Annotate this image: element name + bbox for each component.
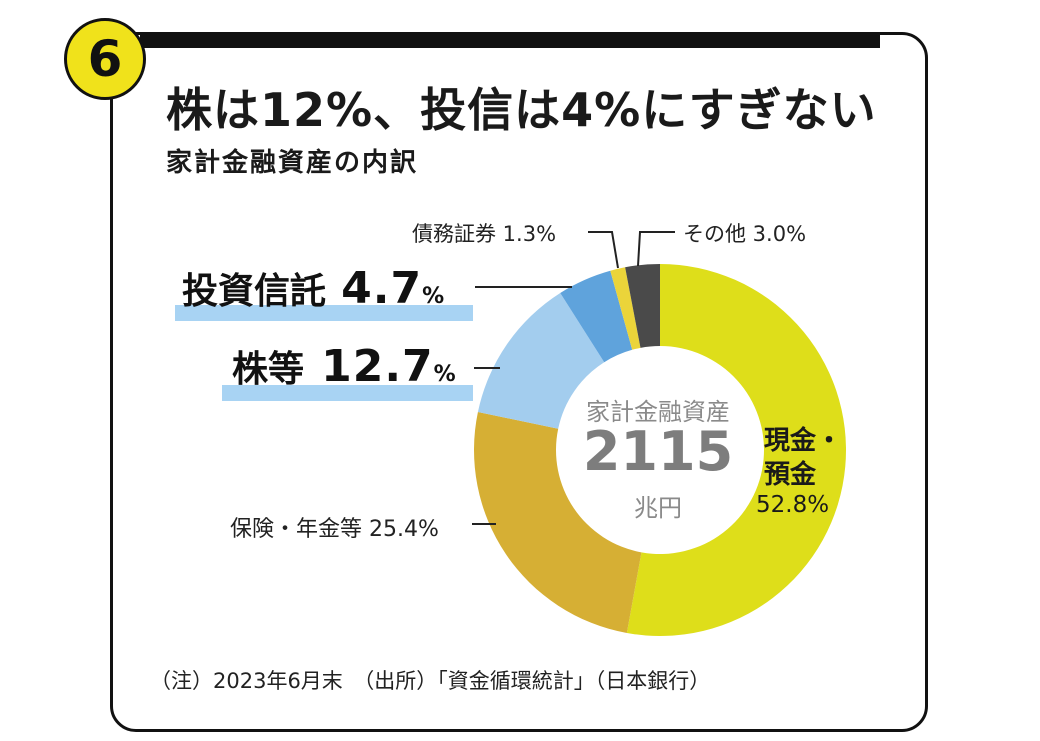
source-note: （注）2023年6月末 （出所）「資金循環統計」（日本銀行） — [150, 669, 711, 693]
label-cash-line1: 現金・ — [764, 426, 843, 456]
center-total-value: 2115 — [582, 420, 734, 483]
chart-subtitle: 家計金融資産の内訳 — [166, 148, 419, 178]
center-label: 家計金融資産 — [586, 398, 730, 426]
header-bar — [140, 32, 880, 48]
leader-line-bonds — [588, 231, 619, 269]
label-insurance: 保険・年金等 25.4% — [230, 517, 439, 542]
label-trusts-value: 4.7 — [341, 263, 423, 314]
label-trusts: 投資信託 4.7% — [182, 262, 444, 314]
section-number-badge: 6 — [64, 18, 146, 100]
label-stocks: 株等 12.7% — [232, 340, 456, 392]
highlight-trusts — [175, 305, 473, 321]
highlight-stocks — [222, 385, 473, 401]
slice-other — [625, 264, 660, 348]
label-stocks-name: 株等 — [232, 349, 305, 390]
leader-line-other — [637, 231, 675, 267]
label-cash-line2: 預金 — [764, 460, 817, 490]
label-cash-pct: 52.8% — [756, 492, 830, 518]
slice-cash — [626, 264, 847, 636]
chart-title: 株は12%、投信は4%にすぎない — [166, 83, 877, 137]
label-trusts-pct-sign: % — [422, 284, 445, 309]
label-stocks-pct-sign: % — [433, 362, 456, 387]
label-stocks-value: 12.7 — [321, 341, 434, 392]
label-other: その他 3.0% — [683, 222, 807, 246]
slice-stocks — [477, 293, 605, 429]
slice-insurance — [474, 411, 642, 634]
label-bonds: 債務証券 1.3% — [412, 222, 557, 246]
label-trusts-name: 投資信託 — [182, 271, 327, 312]
slice-bonds — [610, 267, 641, 350]
slice-trusts — [560, 270, 633, 363]
center-unit: 兆円 — [634, 494, 682, 522]
